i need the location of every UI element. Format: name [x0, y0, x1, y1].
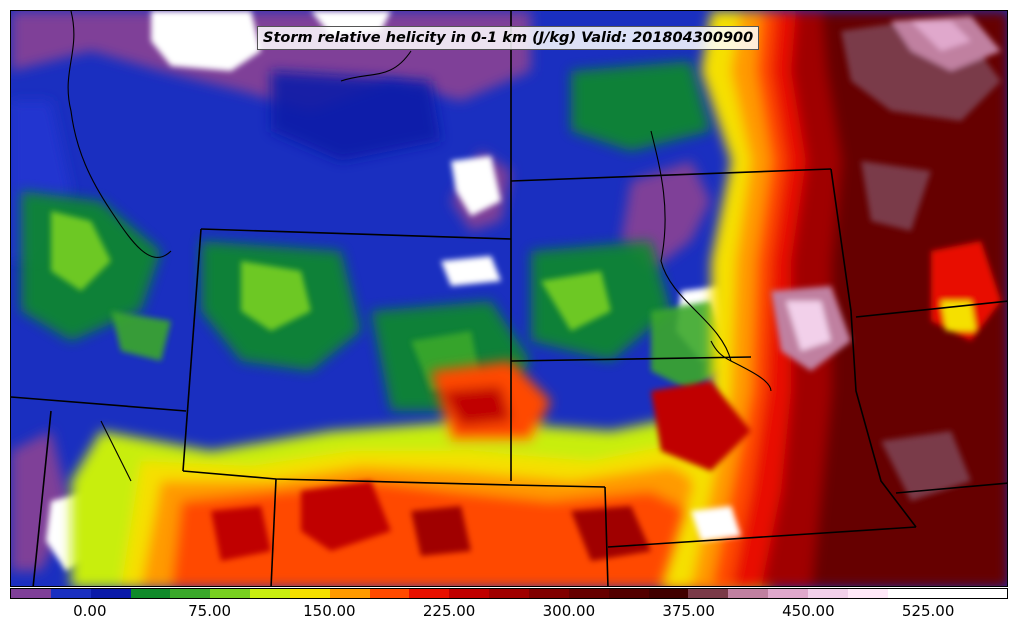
- colorbar-tick-label: 150.00: [303, 602, 356, 620]
- colorbar-bin: [250, 589, 290, 598]
- colorbar-tick-label: 375.00: [662, 602, 715, 620]
- state-boundaries: [11, 11, 1007, 586]
- colorbar: [10, 588, 1008, 599]
- colorbar-bin: [568, 589, 609, 598]
- colorbar-tick-label: 450.00: [782, 602, 835, 620]
- colorbar-bin: [489, 589, 529, 598]
- colorbar-bin: [11, 589, 51, 598]
- colorbar-bin: [648, 589, 689, 598]
- colorbar-bin: [927, 589, 968, 598]
- helicity-field: [11, 11, 1007, 586]
- colorbar-bin: [289, 589, 330, 598]
- map-title: Storm relative helicity in 0-1 km (J/kg)…: [257, 26, 760, 50]
- colorbar-tick-label: 75.00: [188, 602, 232, 620]
- colorbar-bin: [608, 589, 649, 598]
- colorbar-bin: [768, 589, 808, 598]
- colorbar-bin: [409, 589, 450, 598]
- colorbar-ticks: 0.00 75.00 150.00 225.00 300.00 375.00 450.00 5…: [10, 602, 1008, 624]
- colorbar-bin: [90, 589, 131, 598]
- colorbar-bin: [130, 589, 171, 598]
- colorbar-bin: [728, 589, 769, 598]
- colorbar-bin: [528, 589, 569, 598]
- colorbar-bin: [50, 589, 91, 598]
- helicity-map: Storm relative helicity in 0-1 km (J/kg)…: [10, 10, 1008, 587]
- colorbar-bin: [210, 589, 251, 598]
- colorbar-tick-label: 525.00: [901, 602, 955, 620]
- colorbar-tick-label: 225.00: [422, 602, 476, 620]
- colorbar-tick-label: 300.00: [542, 602, 596, 620]
- colorbar-bin: [967, 589, 1008, 598]
- colorbar-bin: [847, 589, 888, 598]
- colorbar-bin: [688, 589, 729, 598]
- colorbar-bin: [449, 589, 490, 598]
- colorbar-bin: [807, 589, 848, 598]
- colorbar-tick-label: 0.00: [73, 602, 107, 620]
- colorbar-bin: [170, 589, 211, 598]
- colorbar-bin: [887, 589, 928, 598]
- colorbar-bin: [369, 589, 410, 598]
- colorbar-bin: [329, 589, 370, 598]
- rivers: [67, 11, 772, 482]
